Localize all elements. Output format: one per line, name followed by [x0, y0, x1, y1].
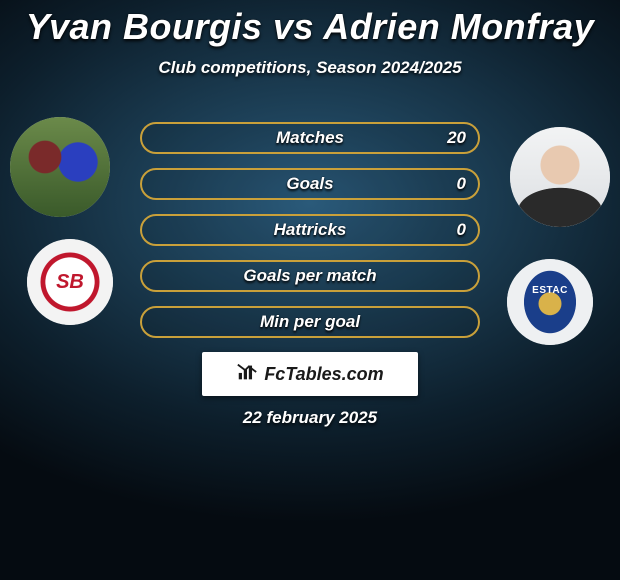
- stat-label: Hattricks: [274, 220, 347, 240]
- stat-row: Min per goal: [140, 306, 480, 338]
- page-title: Yvan Bourgis vs Adrien Monfray: [0, 0, 620, 48]
- player-left-avatar: [10, 117, 110, 217]
- player-left-club-badge: [27, 239, 113, 325]
- stat-label: Min per goal: [260, 312, 360, 332]
- stat-row: Goals 0: [140, 168, 480, 200]
- stat-row: Hattricks 0: [140, 214, 480, 246]
- stat-label: Matches: [276, 128, 344, 148]
- bar-chart-icon: [236, 361, 258, 388]
- stat-row: Goals per match: [140, 260, 480, 292]
- comparison-card: Yvan Bourgis vs Adrien Monfray Club comp…: [0, 0, 620, 580]
- stat-label: Goals: [286, 174, 333, 194]
- stat-value-right: 0: [457, 174, 466, 194]
- stat-value-right: 0: [457, 220, 466, 240]
- stat-rows: Matches 20 Goals 0 Hattricks 0 Goals per match…: [140, 122, 480, 338]
- player-right-club-badge: [507, 259, 593, 345]
- branding-badge: FcTables.com: [202, 352, 418, 396]
- subtitle: Club competitions, Season 2024/2025: [0, 58, 620, 78]
- stat-value-right: 20: [447, 128, 466, 148]
- stat-row: Matches 20: [140, 122, 480, 154]
- branding-text: FcTables.com: [264, 364, 383, 385]
- snapshot-date: 22 february 2025: [0, 408, 620, 428]
- player-right-avatar: [510, 127, 610, 227]
- stat-label: Goals per match: [243, 266, 376, 286]
